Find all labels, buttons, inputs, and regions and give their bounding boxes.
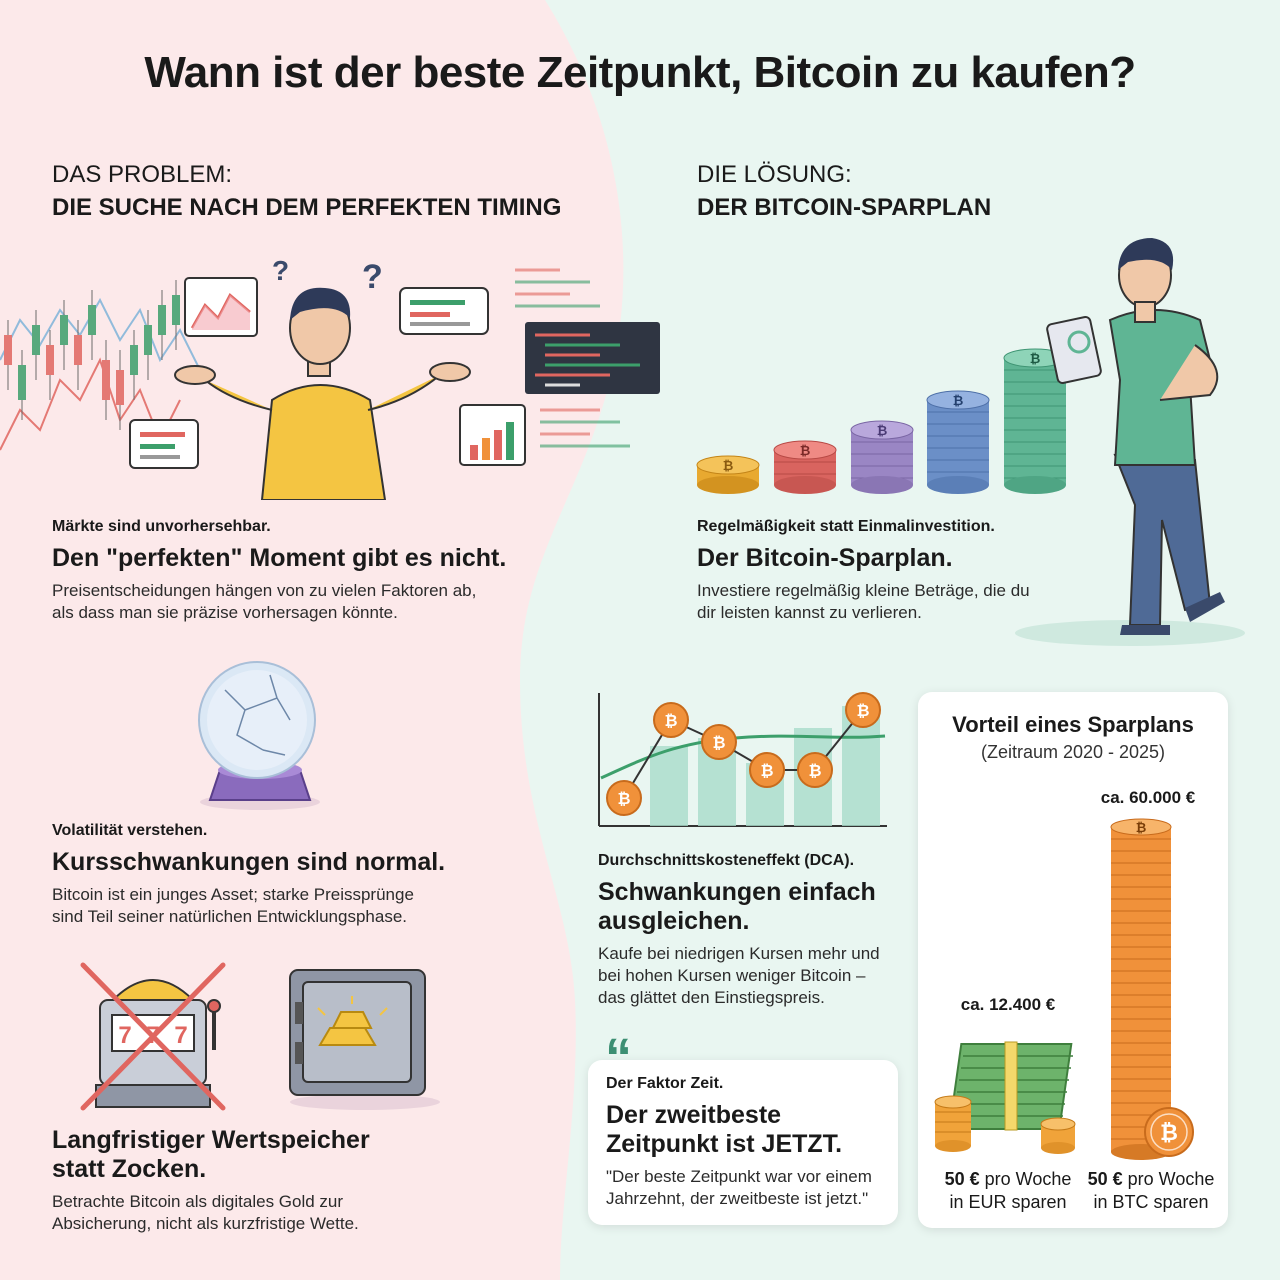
problem-block-1-body: Preisentscheidungen hängen von zu vielen… bbox=[52, 581, 477, 622]
btc-amount: ca. 60.000 € bbox=[1100, 788, 1196, 807]
problem-kicker: DAS PROBLEM: bbox=[52, 161, 233, 188]
dca-coin-symbol: ₿ bbox=[664, 712, 677, 730]
svg-text:?: ? bbox=[272, 255, 289, 286]
quote-body: "Der beste Zeitpunkt war vor einem Jahrz… bbox=[606, 1167, 872, 1208]
svg-text:7: 7 bbox=[118, 1022, 131, 1049]
dca-coin-symbol: ₿ bbox=[712, 734, 725, 752]
solution-block-2-kicker: Durchschnittskosteneffekt (DCA). bbox=[598, 852, 855, 869]
dca-coin-icon bbox=[606, 780, 642, 816]
solution-section-header: DIE LÖSUNG: DER BITCOIN-SPARPLAN bbox=[697, 158, 991, 224]
problem-block-3-body: Betrachte Bitcoin als digitales Gold zur… bbox=[52, 1192, 359, 1233]
dca-coin-icon bbox=[701, 724, 737, 760]
cracked-crystal-ball-icon bbox=[198, 661, 320, 810]
problem-block-3-headline: Langfristiger Wertspeicher statt Zocken. bbox=[52, 1126, 370, 1183]
solution-heading: DER BITCOIN-SPARPLAN bbox=[697, 194, 992, 221]
page-title: Wann ist der beste Zeitpunkt, Bitcoin zu… bbox=[144, 48, 1136, 97]
comparison-title: Vorteil eines Sparplans bbox=[952, 712, 1194, 737]
problem-block-1: Märkte sind unvorhersehbar. Den "perfekt… bbox=[52, 518, 612, 624]
comparison-card: Vorteil eines Sparplans (Zeitraum 2020 -… bbox=[918, 692, 1228, 1228]
svg-text:₿: ₿ bbox=[1136, 820, 1147, 835]
solution-kicker: DIE LÖSUNG: bbox=[697, 161, 852, 188]
btc-caption: 50 € pro Woche in BTC sparen bbox=[1087, 1169, 1215, 1212]
svg-text:₿: ₿ bbox=[800, 443, 811, 458]
problem-block-3: Langfristiger Wertspeicher statt Zocken.… bbox=[52, 1126, 612, 1235]
solution-block-2: Durchschnittskosteneffekt (DCA). Schwank… bbox=[598, 852, 898, 1009]
dca-coin-icon bbox=[653, 702, 689, 738]
dca-coin-symbol: ₿ bbox=[808, 762, 821, 780]
problem-block-2-kicker: Volatilität verstehen. bbox=[52, 822, 208, 839]
problem-block-2-headline: Kursschwankungen sind normal. bbox=[52, 848, 446, 876]
dca-coin-icon bbox=[845, 692, 881, 728]
svg-text:?: ? bbox=[362, 258, 383, 296]
dca-coins: ₿ ₿ ₿ ₿ ₿ ₿ bbox=[606, 692, 881, 816]
solution-block-1: Regelmäßigkeit statt Einmalinvestition. … bbox=[697, 518, 1117, 624]
problem-block-2: Volatilität verstehen. Kursschwankungen … bbox=[52, 822, 612, 928]
confused-person-icon: ? ? bbox=[0, 255, 660, 500]
comparison-subtitle: (Zeitraum 2020 - 2025) bbox=[980, 742, 1166, 762]
solution-block-1-body: Investiere regelmäßig kleine Beträge, di… bbox=[697, 581, 1030, 622]
dca-coin-symbol: ₿ bbox=[856, 702, 869, 720]
problem-heading: DIE SUCHE NACH DEM PERFEKTEN TIMING bbox=[52, 194, 562, 221]
eur-caption: 50 € pro Woche in EUR sparen bbox=[944, 1169, 1072, 1212]
coin-stacks-icon: ₿ ₿ ₿ ₿ ₿ bbox=[696, 238, 1245, 646]
cash-stack-icon bbox=[934, 1041, 1076, 1154]
quote-kicker: Der Faktor Zeit. bbox=[606, 1075, 724, 1092]
svg-text:₿: ₿ bbox=[1160, 1120, 1178, 1145]
dca-coin-icon bbox=[797, 752, 833, 788]
svg-text:₿: ₿ bbox=[953, 393, 964, 408]
problem-section-header: DAS PROBLEM: DIE SUCHE NACH DEM PERFEKTE… bbox=[52, 158, 561, 224]
dca-chart-icon: ₿ ₿ ₿ ₿ ₿ ₿ bbox=[598, 692, 887, 827]
dca-coin-symbol: ₿ bbox=[760, 762, 773, 780]
problem-block-1-kicker: Märkte sind unvorhersehbar. bbox=[52, 518, 271, 535]
crossed-slot-machine-icon: 7 7 7 bbox=[80, 962, 226, 1111]
bitcoin-tower-icon: ₿ ₿ bbox=[1110, 818, 1194, 1160]
dca-coin-symbol: ₿ bbox=[617, 790, 630, 808]
solution-block-2-headline: Schwankungen einfach ausgleichen. bbox=[598, 878, 876, 935]
problem-block-1-headline: Den "perfekten" Moment gibt es nicht. bbox=[52, 544, 507, 572]
quote-headline: Der zweitbeste Zeitpunkt ist JETZT. bbox=[606, 1101, 843, 1158]
problem-block-2-body: Bitcoin ist ein junges Asset; starke Pre… bbox=[52, 885, 414, 926]
dca-coin-icon bbox=[749, 752, 785, 788]
gold-safe-icon bbox=[289, 969, 440, 1110]
eur-amount: ca. 12.400 € bbox=[960, 995, 1056, 1014]
svg-text:₿: ₿ bbox=[723, 458, 734, 473]
solution-block-1-kicker: Regelmäßigkeit statt Einmalinvestition. bbox=[697, 518, 995, 535]
svg-text:₿: ₿ bbox=[877, 423, 888, 438]
svg-text:₿: ₿ bbox=[1030, 351, 1041, 366]
solution-block-1-headline: Der Bitcoin-Sparplan. bbox=[697, 544, 953, 572]
quote-card: Der Faktor Zeit. Der zweitbeste Zeitpunk… bbox=[588, 1060, 898, 1225]
solution-block-2-body: Kaufe bei niedrigen Kursen mehr und bei … bbox=[598, 944, 880, 1007]
person-with-tablet-icon bbox=[1046, 238, 1225, 635]
svg-text:7: 7 bbox=[174, 1022, 187, 1049]
